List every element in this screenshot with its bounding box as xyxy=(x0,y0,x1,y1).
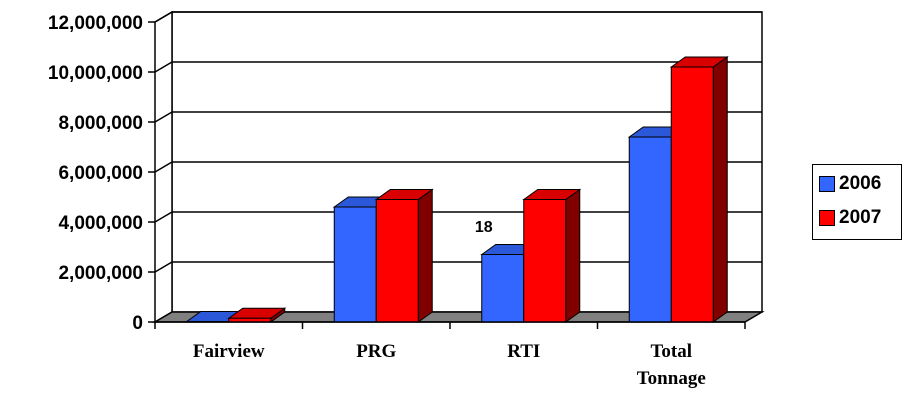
y-tick-label: 10,000,000 xyxy=(48,63,143,84)
gridline-side xyxy=(154,161,173,173)
y-tick-label: 0 xyxy=(132,313,143,334)
bar-front xyxy=(375,199,419,323)
legend-item-2007: 2007 xyxy=(819,208,881,228)
gridline-side xyxy=(154,111,173,123)
x-tick-label: RTI xyxy=(507,341,540,362)
bar-front xyxy=(628,136,672,323)
legend-label-2006: 2006 xyxy=(839,173,882,194)
bar-front xyxy=(523,199,567,323)
legend: 2006 2007 xyxy=(812,164,902,240)
bar-side xyxy=(417,188,433,323)
x-tick-label: Fairview xyxy=(193,341,265,362)
y-tick-label: 8,000,000 xyxy=(58,113,143,134)
legend-item-2006: 2006 xyxy=(819,174,881,194)
y-tick-label: 2,000,000 xyxy=(58,263,143,284)
bar xyxy=(227,307,287,323)
bar xyxy=(374,188,434,323)
y-tick-label: 12,000,000 xyxy=(48,13,143,34)
x-tick-label: Total xyxy=(650,341,692,362)
bar-front xyxy=(333,206,377,323)
legend-swatch-2006 xyxy=(819,176,835,192)
y-tick-label: 6,000,000 xyxy=(58,163,143,184)
labels: 0 2,000,000 4,000,000 6,000,000 8,000,000 10,… xyxy=(48,13,706,389)
bar-side xyxy=(565,188,581,323)
x-tick-label: PRG xyxy=(356,341,396,362)
y-tick-label: 4,000,000 xyxy=(58,213,143,234)
bar xyxy=(522,188,582,323)
legend-label-2007: 2007 xyxy=(839,207,882,228)
bar-front xyxy=(670,66,714,323)
gridline-side xyxy=(154,211,173,223)
gridline-side xyxy=(154,261,173,273)
bar xyxy=(669,56,729,323)
x-tick-label: Tonnage xyxy=(637,368,706,389)
axes xyxy=(148,21,746,329)
bars xyxy=(185,56,729,323)
bar-side xyxy=(712,56,728,323)
bar-front xyxy=(481,254,525,323)
gridline-side xyxy=(154,11,173,23)
annotation-label: 18 xyxy=(475,219,493,236)
gridline-side xyxy=(154,61,173,73)
legend-swatch-2007 xyxy=(819,210,835,226)
